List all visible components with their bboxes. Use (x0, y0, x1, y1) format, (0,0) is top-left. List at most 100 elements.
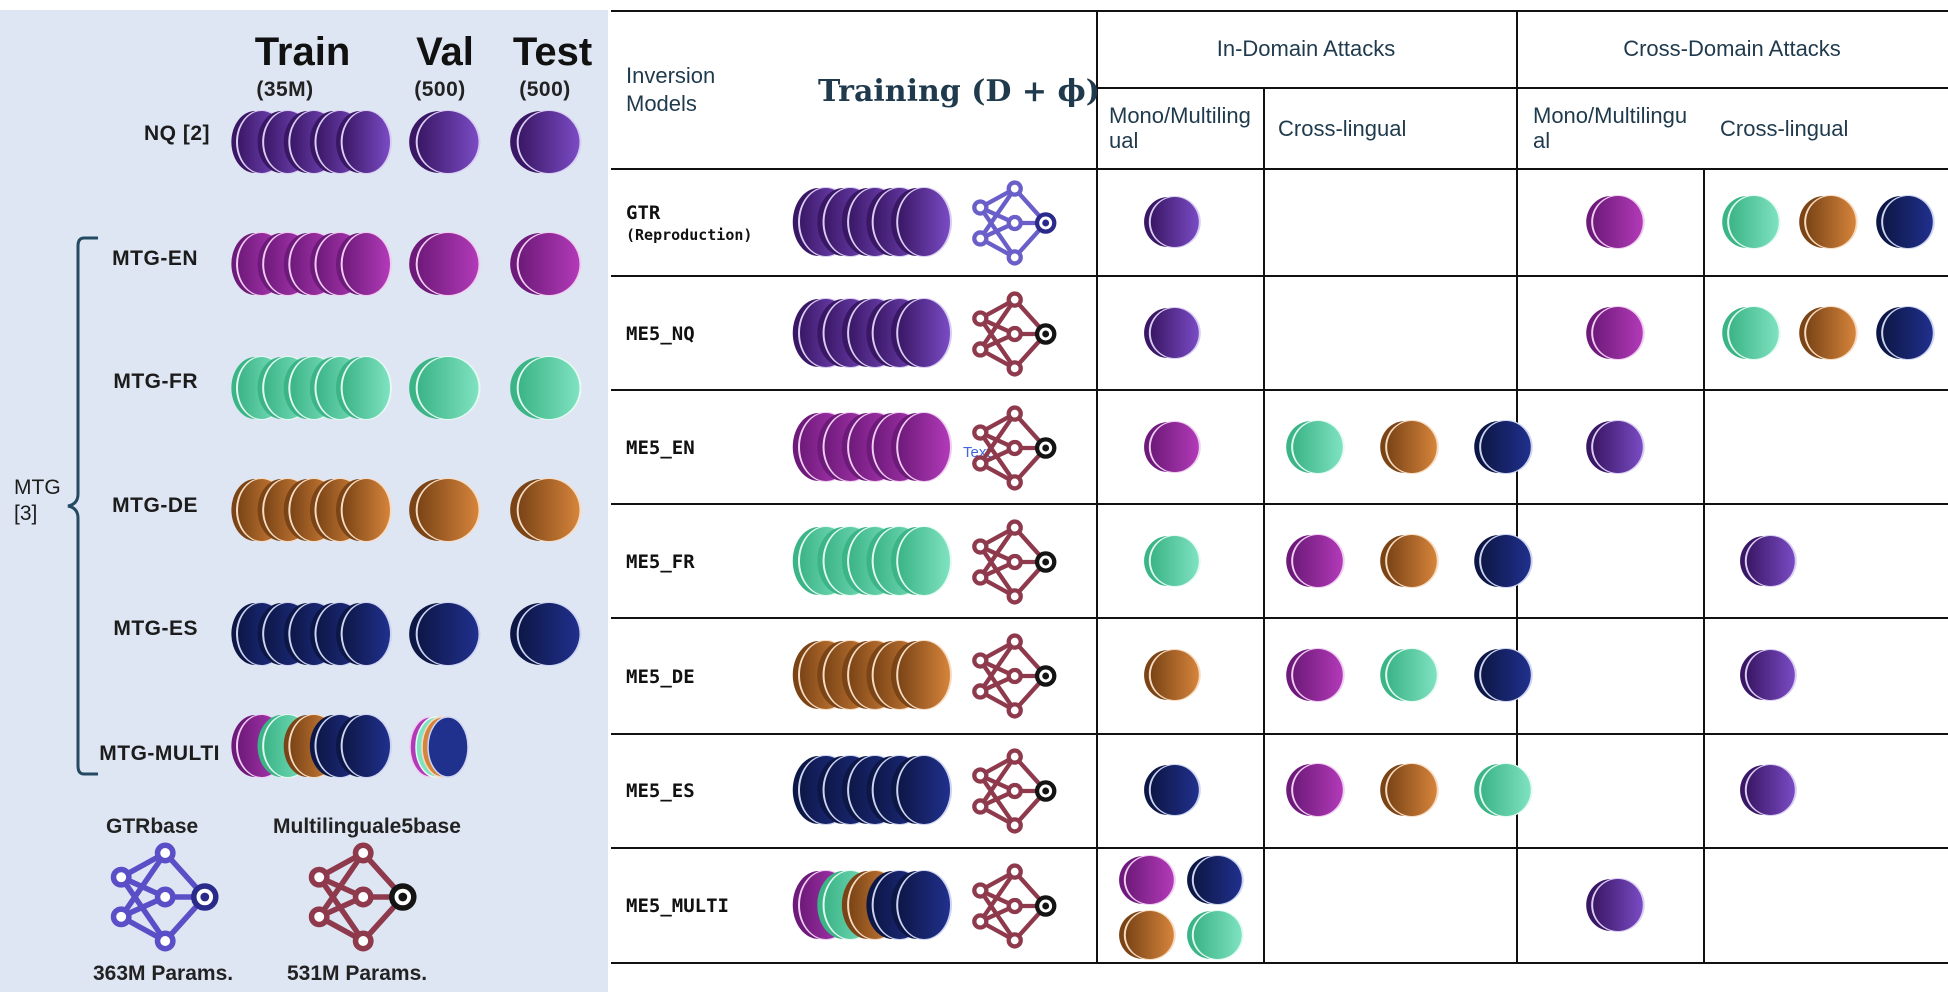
result-disk-purple (1144, 196, 1201, 248)
group-bracket (67, 236, 98, 776)
row-line (611, 168, 1948, 170)
test-disk-purple (510, 110, 582, 174)
col-line-cross-domain (1516, 10, 1518, 964)
result-disk-orange (1379, 534, 1439, 588)
result-disk-orange (1144, 649, 1201, 701)
result-disk-navy (1473, 420, 1533, 474)
model-name-me5: Multilinguale5base (273, 815, 461, 838)
result-disk-navy (1187, 855, 1244, 905)
rowname-gtr: GTR (626, 202, 661, 224)
row-line (611, 389, 1948, 391)
row-label-mtg-es: MTG-ES (113, 617, 198, 640)
col-train-sub: (35M) (256, 78, 314, 101)
result-disk-orange (1799, 195, 1858, 249)
test-disk-navy (510, 602, 582, 666)
result-disk-magenta (1144, 421, 1201, 473)
test-disk-mint (510, 356, 582, 420)
table-top-border (611, 10, 1948, 12)
header-split-line (1096, 87, 1948, 89)
header-training-formula: Training (D + ϕ) (818, 74, 1100, 109)
header-cross-domain: Cross-Domain Attacks (1623, 36, 1841, 61)
row-line (611, 503, 1948, 505)
row-label-mtg-multi: MTG-MULTI (99, 742, 220, 765)
result-disk-magenta (1586, 306, 1645, 360)
result-disk-mint (1722, 306, 1781, 360)
group-label-ref: [3] (14, 502, 38, 525)
result-disk-purple (1740, 764, 1797, 816)
result-disk-navy (1473, 534, 1533, 588)
rowname-me5-de: ME5_DE (626, 666, 695, 688)
result-disk-mint (1379, 648, 1439, 702)
gtr-network-icon (110, 842, 219, 952)
result-disk-navy (1876, 195, 1935, 249)
train-stack-navy (231, 602, 392, 666)
col-line-cd-cross (1703, 168, 1705, 964)
result-disk-purple (1740, 649, 1797, 701)
train-stack-mint (792, 526, 952, 596)
header-in-mono: Mono/Multilingual (1109, 103, 1251, 153)
gtr-network-icon (972, 180, 1057, 266)
train-stack-orange (231, 478, 392, 542)
result-disk-mint (1473, 763, 1533, 817)
col-test-title: Test (512, 30, 593, 74)
rowname-me5-en: ME5_EN (626, 437, 695, 459)
rowname-me5-fr: ME5_FR (626, 551, 695, 573)
result-disk-mint (1722, 195, 1781, 249)
result-disk-mint (1144, 535, 1201, 587)
test-disk-orange (510, 478, 582, 542)
header-in-domain: In-Domain Attacks (1216, 36, 1396, 61)
train-stack-purple (792, 298, 952, 368)
train-stack-multi (231, 714, 392, 778)
header-cd-cross: Cross-lingual (1720, 116, 1849, 141)
row-label-mtg-fr: MTG-FR (113, 370, 198, 393)
result-disk-mint (1286, 420, 1345, 474)
result-disk-magenta (1286, 534, 1345, 588)
table-bottom-border (611, 962, 1948, 964)
result-disk-purple (1740, 535, 1797, 587)
result-disk-orange (1379, 763, 1439, 817)
model-name-gtr: GTRbase (106, 815, 199, 838)
rowname-me5-nq: ME5_NQ (626, 323, 695, 345)
train-stack-purple (231, 110, 392, 174)
train-stack-mint (231, 356, 392, 420)
result-disk-orange (1379, 420, 1439, 474)
val-disk-magenta (409, 232, 481, 296)
train-stack-orange (792, 640, 952, 710)
row-line (611, 617, 1948, 619)
header-inversion-models: Inversion Models (626, 63, 716, 116)
col-test-sub: (500) (519, 78, 571, 101)
result-disk-mint (1187, 910, 1244, 960)
result-disk-orange (1119, 910, 1176, 960)
col-line-in-domain (1096, 10, 1098, 964)
result-disk-orange (1799, 306, 1858, 360)
row-label-nq: NQ [2] (144, 122, 210, 145)
params-me5: 531M Params. (287, 962, 428, 985)
result-disk-navy (1876, 306, 1935, 360)
me5-network-icon (972, 863, 1057, 949)
train-stack-purple (792, 187, 952, 257)
group-label-mtg: MTG (14, 476, 61, 499)
me5-network-icon (972, 291, 1057, 377)
row-line (611, 275, 1948, 277)
rowname-gtr-sub: (Reproduction) (626, 226, 753, 244)
row-label-mtg-en: MTG-EN (112, 247, 198, 270)
rowname-me5-es: ME5_ES (626, 780, 695, 802)
result-disk-magenta (1586, 195, 1645, 249)
result-disk-magenta (1286, 648, 1345, 702)
val-disk-mint (409, 356, 481, 420)
header-cd-mono: Mono/Multilingual (1533, 103, 1688, 153)
val-disk-purple (409, 110, 481, 174)
col-val-sub: (500) (414, 78, 466, 101)
me5-network-icon (972, 633, 1057, 719)
train-stack-magenta (231, 232, 392, 296)
header-in-cross: Cross-lingual (1278, 116, 1407, 141)
row-line (611, 847, 1948, 849)
result-disk-purple (1144, 307, 1201, 359)
col-val-title: Val (416, 30, 474, 74)
train-stack-magenta (792, 412, 952, 482)
result-disk-navy (1473, 648, 1533, 702)
val-disk-orange (409, 478, 481, 542)
result-disk-magenta (1119, 855, 1176, 905)
params-gtr: 363M Params. (93, 962, 234, 985)
val-disk-multi (409, 716, 469, 778)
